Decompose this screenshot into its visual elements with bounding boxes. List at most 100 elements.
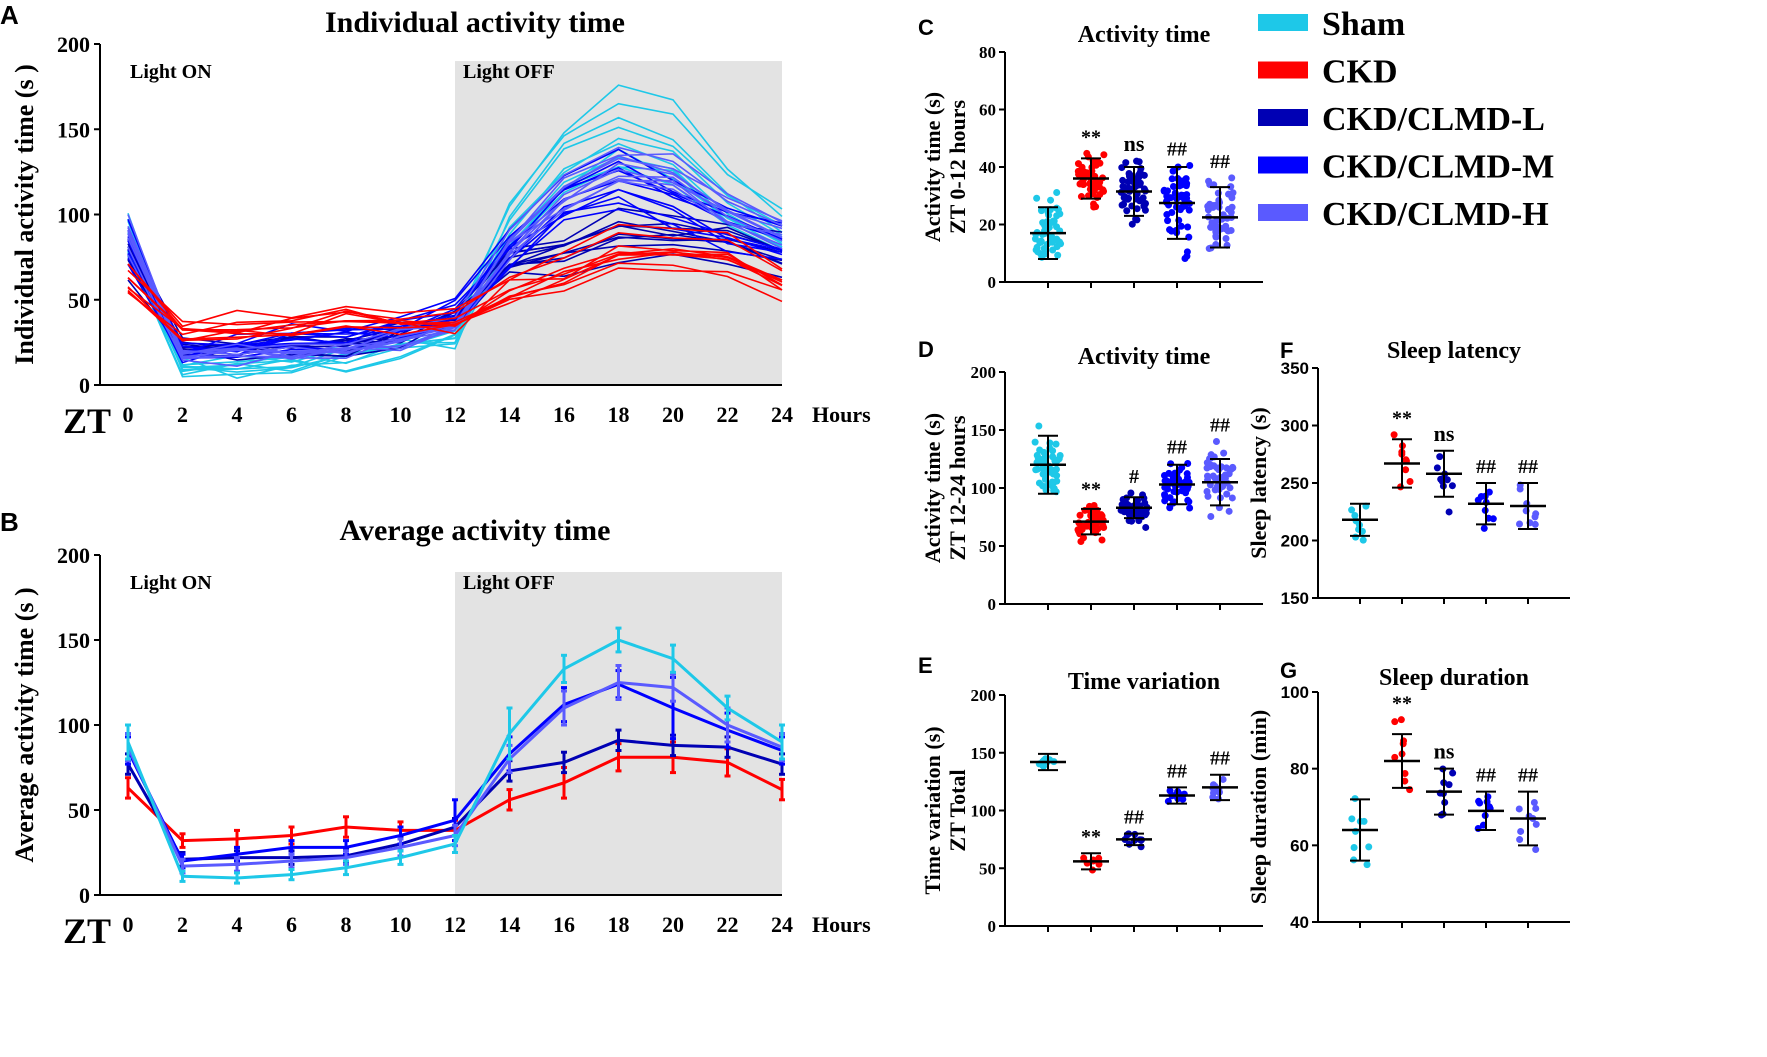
mean-line-Sham (126, 638, 783, 880)
y-tick-label: 40 (1290, 913, 1309, 932)
data-point-CKD/CLMD-L (1128, 517, 1136, 525)
x-tick-label: 8 (341, 402, 352, 427)
panel-letter: A (0, 0, 19, 30)
legend-label: Sham (1322, 6, 1405, 43)
data-point-Sham (1348, 506, 1356, 514)
data-point-CKD/CLMD-M (1164, 217, 1172, 225)
data-point-CKD/CLMD-M (1178, 177, 1186, 185)
y-tick-label: 0 (988, 595, 997, 614)
y-tick-label: 200 (57, 543, 90, 568)
data-point-CKD/CLMD-L (1133, 497, 1141, 505)
data-point-Sham (1350, 844, 1358, 852)
significance-label: ## (1476, 456, 1496, 478)
data-point-CKD/CLMD-H (1228, 203, 1236, 211)
x-tick-label: 20 (662, 912, 684, 937)
data-point-Sham (1037, 238, 1045, 246)
x-tick-label: 20 (662, 402, 684, 427)
data-point-Sham (1053, 189, 1061, 197)
significance-label: ** (1081, 478, 1101, 500)
significance-label: ## (1518, 456, 1538, 478)
y-tick-label: 150 (971, 744, 997, 763)
y-tick-label: 100 (971, 802, 997, 821)
data-point-Sham (1049, 453, 1057, 461)
data-point-CKD/CLMD-M (1167, 460, 1175, 468)
data-point-CKD/CLMD-L (1127, 489, 1135, 497)
data-point-CKD/CLMD-M (1185, 206, 1193, 214)
data-point-Sham (1348, 815, 1356, 823)
data-point-CKD/CLMD-L (1128, 220, 1136, 228)
significance-label: ** (1081, 826, 1101, 848)
data-point-CKD (1075, 527, 1083, 535)
data-point-CKD/CLMD-L (1118, 201, 1126, 209)
significance-label: ## (1518, 765, 1538, 787)
individual-line-CKD/CLMD-M (127, 160, 783, 353)
individual-line-CKD (127, 232, 783, 334)
x-tick-label: 2 (177, 912, 188, 937)
x-axis-label-zt: ZT (63, 401, 111, 441)
data-point-CKD (1077, 179, 1085, 187)
data-point-CKD (1390, 431, 1398, 439)
y-axis-label: Average activity time (s ) (10, 587, 39, 862)
data-point-CKD/CLMD-H (1228, 194, 1236, 202)
y-axis-label: Activity time (s) (920, 92, 945, 242)
data-point-Sham (1034, 454, 1042, 462)
data-point-Sham (1036, 446, 1044, 454)
data-point-Sham (1056, 210, 1064, 218)
data-point-CKD (1406, 477, 1414, 485)
y-tick-label: 40 (979, 158, 996, 177)
y-tick-label: 50 (68, 798, 90, 823)
y-tick-label: 350 (1281, 359, 1309, 378)
significance-label: # (1129, 466, 1139, 488)
data-point-CKD/CLMD-H (1532, 820, 1540, 828)
data-point-Sham (1041, 471, 1049, 479)
panel-letter: E (918, 653, 933, 678)
significance-label: ## (1210, 151, 1230, 173)
data-point-CKD/CLMD-L (1133, 205, 1141, 213)
data-point-Sham (1034, 248, 1042, 256)
data-point-CKD/CLMD-M (1168, 175, 1176, 183)
data-point-Sham (1049, 466, 1057, 474)
legend: Sham CKD CKD/CLMD-L CKD/CLMD-M CKD/CLMD-H (1258, 6, 1554, 233)
y-tick-label: 0 (79, 373, 90, 398)
y-tick-label: 200 (971, 363, 997, 382)
data-point-Sham (1054, 251, 1062, 259)
data-point-CKD/CLMD-H (1204, 492, 1212, 500)
y-tick-label: 80 (1290, 760, 1309, 779)
data-point-Sham (1053, 223, 1061, 231)
data-point-CKD (1098, 536, 1106, 544)
y-tick-label: 50 (979, 537, 996, 556)
data-point-CKD (1090, 203, 1098, 211)
x-tick-label: 4 (232, 912, 243, 937)
x-tick-label: 14 (499, 402, 521, 427)
individual-line-CKD (127, 251, 783, 342)
data-point-CKD/CLMD-M (1163, 211, 1171, 219)
y-axis-label: Sleep latency (s) (1246, 407, 1271, 559)
legend-label: CKD/CLMD-L (1322, 101, 1545, 138)
data-point-CKD/CLMD-H (1211, 486, 1219, 494)
data-point-CKD (1391, 718, 1399, 726)
panel-F: F Sleep latency 150 200 250 300 350 Sleep laten… (1246, 338, 1570, 608)
data-point-CKD (1077, 522, 1085, 530)
significance-label: ## (1124, 807, 1144, 829)
individual-line-Sham (127, 102, 783, 373)
chart-title: Sleep latency (1387, 338, 1521, 364)
data-point-CKD/CLMD-L (1122, 159, 1130, 167)
y-tick-label: 150 (971, 421, 997, 440)
y-axis-label: Sleep duration (min) (1246, 710, 1271, 904)
y-tick-label: 200 (1281, 532, 1309, 551)
individual-line-CKD/CLMD-H (127, 168, 783, 356)
data-point-CKD/CLMD-L (1445, 508, 1453, 516)
x-tick-label: 10 (390, 402, 412, 427)
data-point-CKD/CLMD-L (1142, 523, 1150, 531)
data-point-CKD/CLMD-M (1186, 504, 1194, 512)
x-tick-label: 14 (499, 912, 521, 937)
data-point-CKD/CLMD-M (1169, 183, 1177, 191)
chart-title: Activity time (1078, 344, 1211, 370)
data-point-Sham (1050, 487, 1058, 495)
data-point-Sham (1031, 438, 1039, 446)
data-point-CKD/CLMD-H (1207, 463, 1215, 471)
x-axis-label-zt: ZT (63, 911, 111, 951)
y-tick-label: 50 (68, 288, 90, 313)
data-point-CKD/CLMD-H (1530, 798, 1538, 806)
